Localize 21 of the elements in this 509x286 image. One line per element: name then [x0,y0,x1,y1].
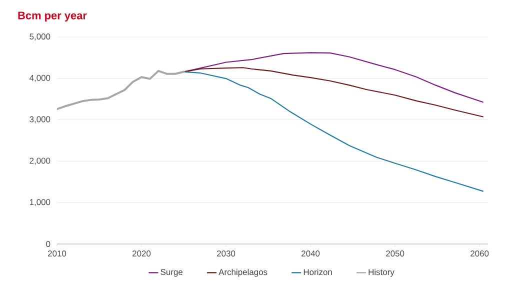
y-tick-label: 2,000 [30,158,50,165]
line-series [183,71,484,192]
x-tick-label: 2020 [132,250,151,256]
legend-label: History [368,268,394,277]
legend-label: Surge [160,269,182,277]
x-tick-label: 2010 [48,250,66,256]
line-series [57,70,185,110]
y-tick-label: 5,000 [30,34,50,40]
legend-label: Archipelagos [218,268,268,277]
x-tick-label: 2040 [302,250,320,256]
line-series [183,67,484,118]
x-tick-label: 2030 [217,250,236,256]
y-tick-label: 0 [46,241,50,247]
y-tick-label: 3,000 [30,116,50,124]
legend-label: Horizon [304,268,332,276]
x-tick-label: 2050 [386,250,404,256]
chart-title: Bcm per year [18,12,87,22]
y-tick-label: 1,000 [30,199,50,206]
y-tick-label: 4,000 [29,74,50,82]
x-tick-label: 2060 [470,250,489,256]
line-series [183,52,484,103]
